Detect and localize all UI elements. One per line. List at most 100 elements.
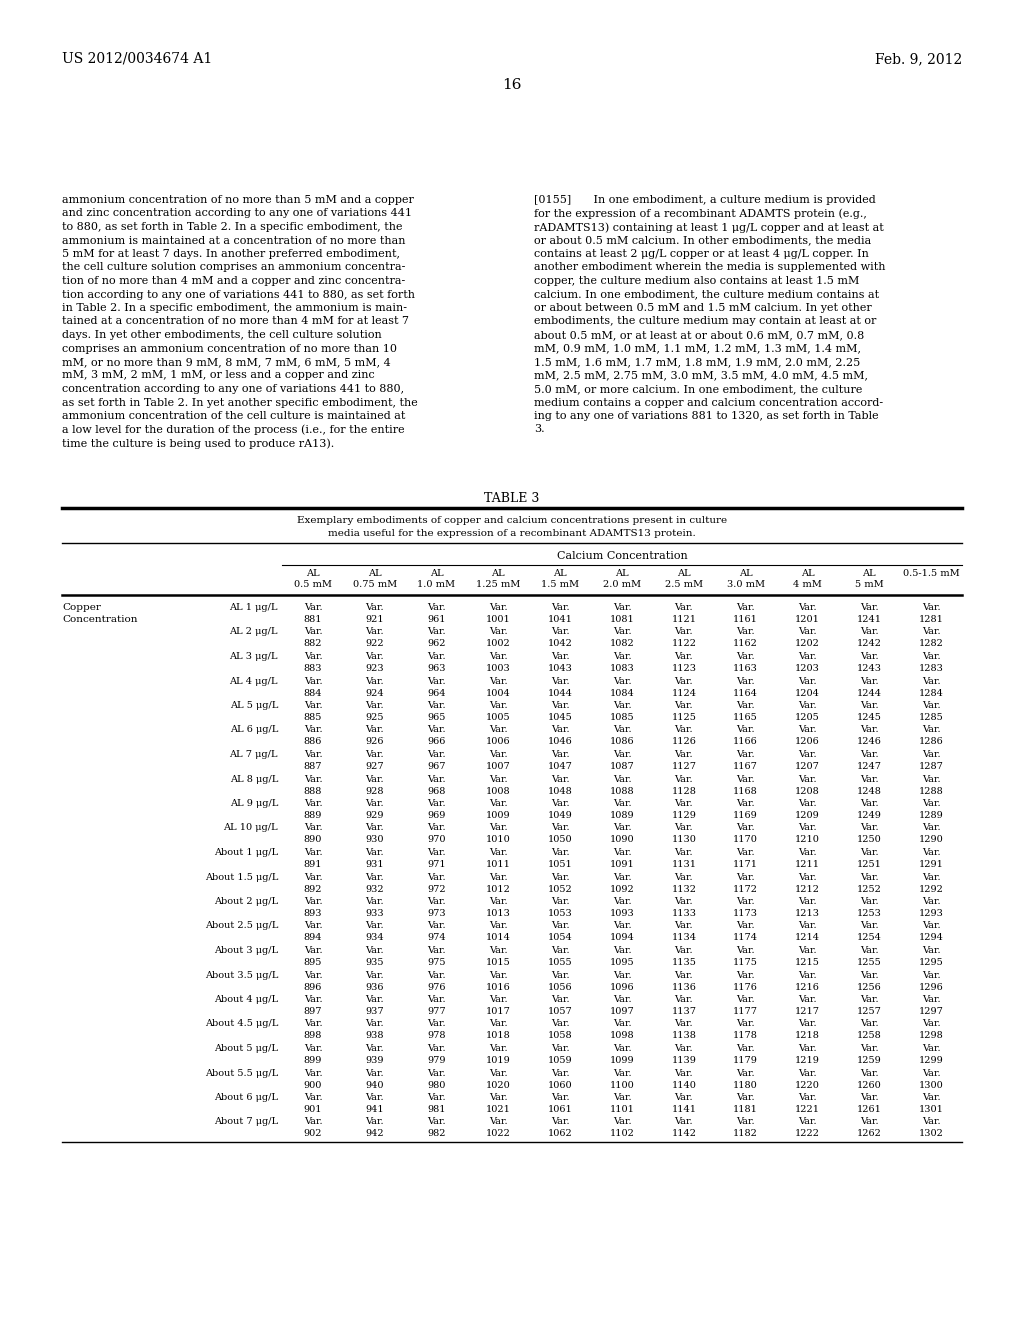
Text: 1082: 1082 bbox=[609, 639, 635, 648]
Text: 1163: 1163 bbox=[733, 664, 758, 673]
Text: About 3.5 μg/L: About 3.5 μg/L bbox=[205, 970, 278, 979]
Text: Var.: Var. bbox=[551, 921, 569, 931]
Text: 1083: 1083 bbox=[609, 664, 635, 673]
Text: AL 6 μg/L: AL 6 μg/L bbox=[229, 726, 278, 734]
Text: Var.: Var. bbox=[922, 1068, 940, 1077]
Text: Var.: Var. bbox=[612, 921, 632, 931]
Text: 961: 961 bbox=[427, 615, 445, 624]
Text: 890: 890 bbox=[304, 836, 323, 845]
Text: Var.: Var. bbox=[675, 1093, 693, 1102]
Text: 982: 982 bbox=[427, 1130, 445, 1138]
Text: 1101: 1101 bbox=[609, 1105, 635, 1114]
Text: Var.: Var. bbox=[860, 824, 879, 833]
Text: 887: 887 bbox=[304, 762, 323, 771]
Text: 973: 973 bbox=[427, 909, 445, 917]
Text: Var.: Var. bbox=[736, 995, 755, 1005]
Text: 1127: 1127 bbox=[672, 762, 696, 771]
Text: 937: 937 bbox=[366, 1007, 384, 1016]
Text: Var.: Var. bbox=[551, 1093, 569, 1102]
Text: as set forth in Table 2. In yet another specific embodiment, the: as set forth in Table 2. In yet another … bbox=[62, 397, 418, 408]
Text: Var.: Var. bbox=[736, 652, 755, 661]
Text: 901: 901 bbox=[304, 1105, 323, 1114]
Text: 1086: 1086 bbox=[609, 738, 634, 747]
Text: Var.: Var. bbox=[675, 775, 693, 784]
Text: Var.: Var. bbox=[427, 970, 445, 979]
Text: 1134: 1134 bbox=[672, 933, 696, 942]
Text: Var.: Var. bbox=[551, 1118, 569, 1126]
Text: 935: 935 bbox=[366, 958, 384, 968]
Text: mM, 0.9 mM, 1.0 mM, 1.1 mM, 1.2 mM, 1.3 mM, 1.4 mM,: mM, 0.9 mM, 1.0 mM, 1.1 mM, 1.2 mM, 1.3 … bbox=[534, 343, 861, 354]
Text: time the culture is being used to produce rA13).: time the culture is being used to produc… bbox=[62, 438, 334, 449]
Text: 940: 940 bbox=[366, 1081, 384, 1089]
Text: Var.: Var. bbox=[612, 824, 632, 833]
Text: 1287: 1287 bbox=[919, 762, 943, 771]
Text: Var.: Var. bbox=[427, 1118, 445, 1126]
Text: 928: 928 bbox=[366, 787, 384, 796]
Text: Var.: Var. bbox=[427, 847, 445, 857]
Text: 1091: 1091 bbox=[609, 861, 635, 869]
Text: 1124: 1124 bbox=[672, 689, 696, 697]
Text: 924: 924 bbox=[366, 689, 384, 697]
Text: 1296: 1296 bbox=[919, 982, 943, 991]
Text: 963: 963 bbox=[427, 664, 445, 673]
Text: 1178: 1178 bbox=[733, 1031, 758, 1040]
Text: 1203: 1203 bbox=[795, 664, 820, 673]
Text: Var.: Var. bbox=[675, 921, 693, 931]
Text: Var.: Var. bbox=[612, 1093, 632, 1102]
Text: 2.5 mM: 2.5 mM bbox=[665, 579, 702, 589]
Text: Var.: Var. bbox=[860, 652, 879, 661]
Text: Var.: Var. bbox=[736, 847, 755, 857]
Text: 1242: 1242 bbox=[857, 639, 882, 648]
Text: 1142: 1142 bbox=[672, 1130, 696, 1138]
Text: Var.: Var. bbox=[922, 1044, 940, 1053]
Text: 902: 902 bbox=[304, 1130, 323, 1138]
Text: Var.: Var. bbox=[922, 970, 940, 979]
Text: Var.: Var. bbox=[612, 995, 632, 1005]
Text: 1161: 1161 bbox=[733, 615, 758, 624]
Text: Var.: Var. bbox=[798, 995, 817, 1005]
Text: Var.: Var. bbox=[366, 1044, 384, 1053]
Text: Var.: Var. bbox=[736, 603, 755, 612]
Text: 1257: 1257 bbox=[857, 1007, 882, 1016]
Text: another embodiment wherein the media is supplemented with: another embodiment wherein the media is … bbox=[534, 263, 886, 272]
Text: 1132: 1132 bbox=[672, 884, 696, 894]
Text: 1250: 1250 bbox=[857, 836, 882, 845]
Text: 1020: 1020 bbox=[486, 1081, 511, 1089]
Text: Var.: Var. bbox=[551, 898, 569, 906]
Text: 1081: 1081 bbox=[609, 615, 635, 624]
Text: 1045: 1045 bbox=[548, 713, 572, 722]
Text: 1011: 1011 bbox=[486, 861, 511, 869]
Text: 941: 941 bbox=[366, 1105, 384, 1114]
Text: 1126: 1126 bbox=[672, 738, 696, 747]
Text: 1209: 1209 bbox=[795, 810, 820, 820]
Text: Var.: Var. bbox=[922, 627, 940, 636]
Text: Var.: Var. bbox=[551, 726, 569, 734]
Text: 1181: 1181 bbox=[733, 1105, 758, 1114]
Text: 1290: 1290 bbox=[919, 836, 943, 845]
Text: AL: AL bbox=[306, 569, 319, 578]
Text: 1220: 1220 bbox=[795, 1081, 820, 1089]
Text: 933: 933 bbox=[366, 909, 384, 917]
Text: AL 10 μg/L: AL 10 μg/L bbox=[223, 824, 278, 833]
Text: 1084: 1084 bbox=[609, 689, 635, 697]
Text: Var.: Var. bbox=[551, 995, 569, 1005]
Text: 891: 891 bbox=[304, 861, 323, 869]
Text: AL: AL bbox=[553, 569, 567, 578]
Text: Var.: Var. bbox=[303, 1068, 323, 1077]
Text: 1006: 1006 bbox=[486, 738, 511, 747]
Text: Var.: Var. bbox=[612, 847, 632, 857]
Text: 1217: 1217 bbox=[795, 1007, 820, 1016]
Text: 1261: 1261 bbox=[857, 1105, 882, 1114]
Text: 1164: 1164 bbox=[733, 689, 758, 697]
Text: Var.: Var. bbox=[427, 1068, 445, 1077]
Text: Var.: Var. bbox=[303, 701, 323, 710]
Text: Var.: Var. bbox=[675, 627, 693, 636]
Text: 1042: 1042 bbox=[548, 639, 572, 648]
Text: 1202: 1202 bbox=[795, 639, 820, 648]
Text: 1003: 1003 bbox=[486, 664, 511, 673]
Text: Var.: Var. bbox=[798, 824, 817, 833]
Text: Var.: Var. bbox=[303, 726, 323, 734]
Text: Var.: Var. bbox=[860, 970, 879, 979]
Text: Var.: Var. bbox=[736, 1118, 755, 1126]
Text: 1130: 1130 bbox=[672, 836, 696, 845]
